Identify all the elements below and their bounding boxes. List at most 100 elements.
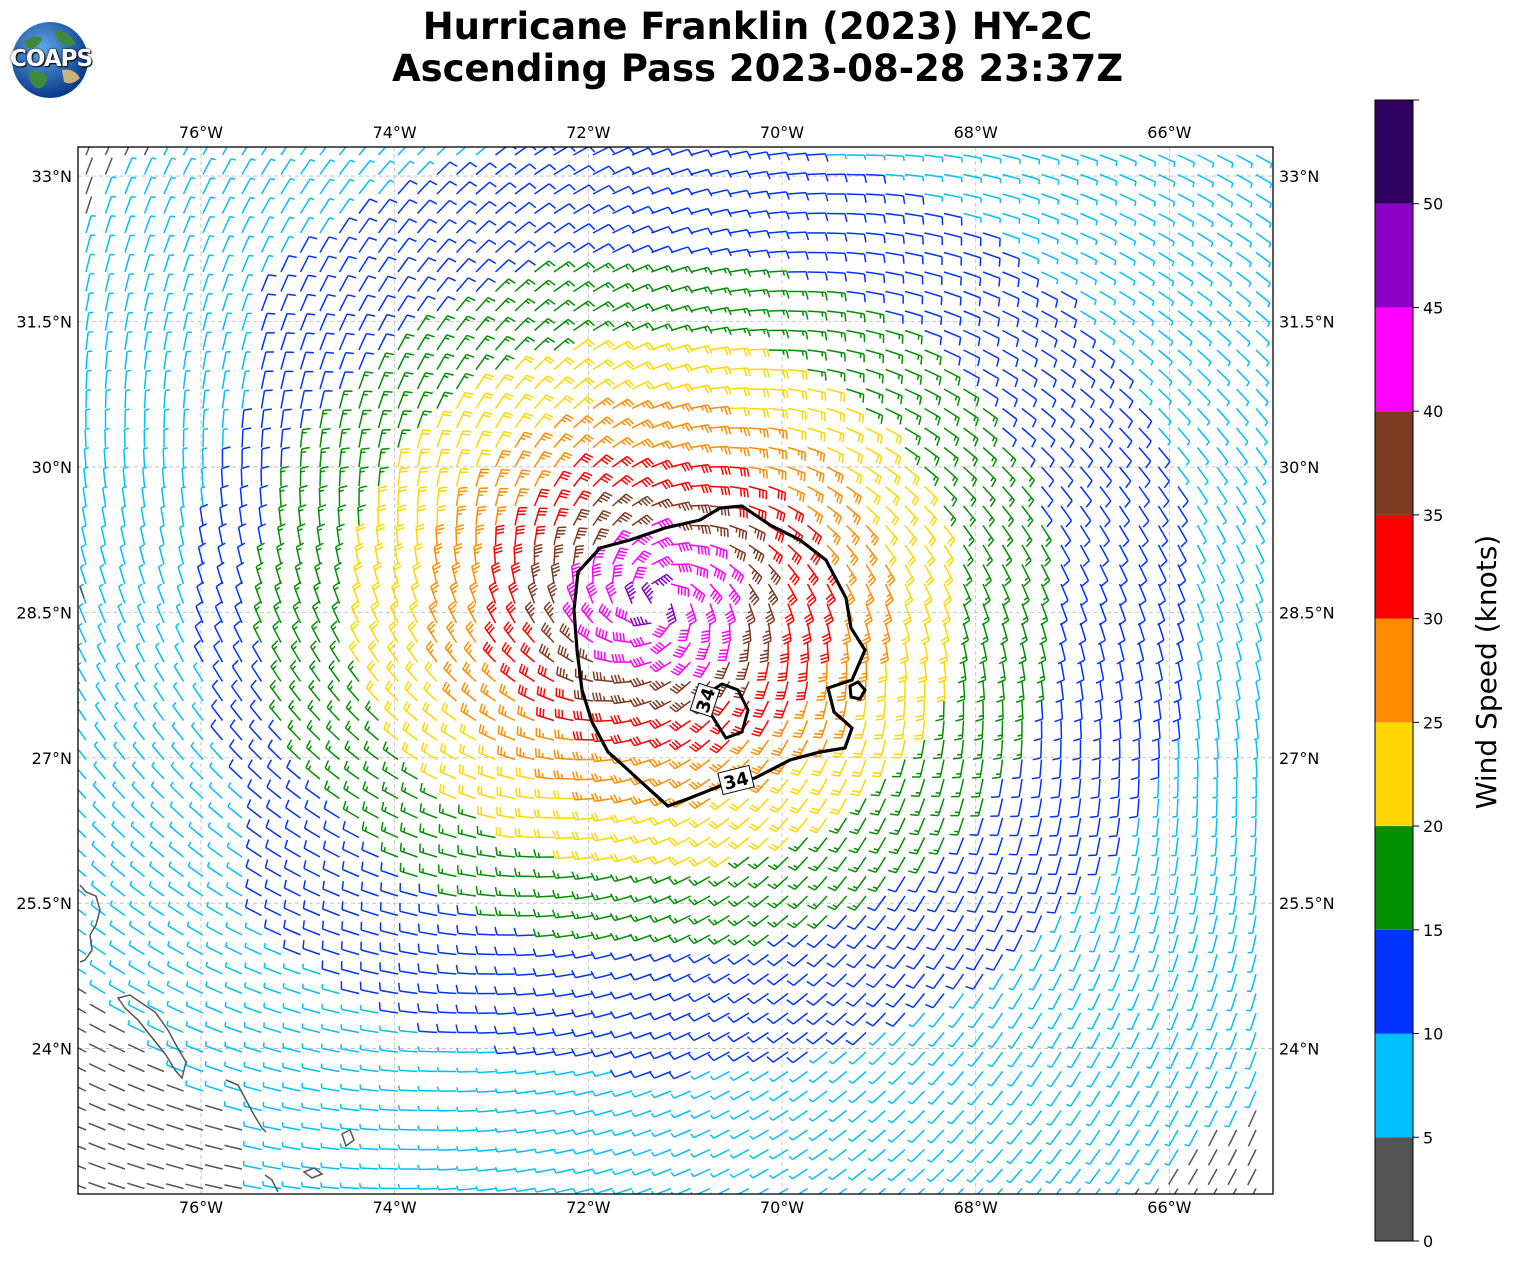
wind-barb xyxy=(358,313,376,331)
wind-barb xyxy=(534,298,556,312)
wind-barb xyxy=(1041,329,1058,348)
wind-barb xyxy=(182,196,196,214)
wind-barb xyxy=(826,153,847,160)
wind-barb xyxy=(553,241,576,254)
wind-barb xyxy=(592,204,615,215)
wind-barb xyxy=(885,388,903,405)
wind-barb xyxy=(885,271,905,284)
wind-barb xyxy=(748,170,771,180)
wind-barb xyxy=(1099,251,1117,266)
wind-barb xyxy=(533,375,555,390)
wind-barb xyxy=(124,234,135,253)
wind-barb xyxy=(670,402,694,412)
wind-barb xyxy=(943,388,961,407)
wind-barb xyxy=(85,157,94,175)
wind-barb xyxy=(612,302,635,312)
wind-barb xyxy=(963,407,980,427)
wind-barb xyxy=(280,389,293,409)
wind-barb xyxy=(202,254,214,273)
wind-barb xyxy=(924,271,943,285)
wind-barb xyxy=(690,404,713,414)
wind-barb xyxy=(670,343,694,354)
wind-barb xyxy=(1021,349,1039,368)
wind-barb xyxy=(1119,368,1134,389)
wind-barb xyxy=(202,177,216,195)
wind-barb xyxy=(1236,329,1251,347)
wind-barb xyxy=(1255,408,1269,427)
wind-barb xyxy=(124,253,135,273)
wind-barb xyxy=(85,253,95,273)
wind-barb xyxy=(631,361,655,371)
wind-barb xyxy=(865,173,887,184)
wind-barb xyxy=(709,405,732,415)
wind-barb xyxy=(85,273,95,292)
wind-barb xyxy=(319,274,337,292)
wind-barb xyxy=(377,371,394,390)
colorbar-bin xyxy=(1375,100,1413,204)
colorbar-tick-label: 35 xyxy=(1423,506,1443,525)
wind-barb xyxy=(534,147,557,156)
wind-barb xyxy=(826,212,848,222)
wind-barb xyxy=(1138,329,1155,346)
wind-barb xyxy=(1216,290,1232,307)
wind-barb xyxy=(612,321,635,332)
wind-barb xyxy=(358,294,376,312)
wind-barb xyxy=(826,193,848,203)
wind-barb xyxy=(1021,173,1041,185)
wind-barb xyxy=(1021,290,1039,308)
wind-barb xyxy=(846,212,867,223)
wind-barb xyxy=(846,251,867,263)
wind-barb xyxy=(826,232,848,242)
wind-barb xyxy=(163,350,172,370)
wind-barb xyxy=(1138,251,1156,267)
wind-barb xyxy=(768,230,790,240)
wind-barb xyxy=(748,407,770,418)
lat-tick-label-right: 24°N xyxy=(1279,1040,1319,1059)
wind-barb xyxy=(1177,368,1192,387)
wind-barb xyxy=(768,407,789,419)
wind-barb xyxy=(514,221,537,234)
wind-barb xyxy=(982,407,999,427)
wind-barb xyxy=(885,349,904,364)
wind-barb xyxy=(787,329,809,340)
wind-barb xyxy=(807,349,828,361)
wind-barb xyxy=(1002,154,1021,164)
wind-barb xyxy=(143,331,153,351)
wind-barb xyxy=(1197,349,1212,367)
wind-barb xyxy=(221,235,235,253)
wind-barb xyxy=(1099,310,1116,326)
wind-barb xyxy=(475,316,496,331)
wind-barb xyxy=(182,312,193,331)
wind-barb xyxy=(553,183,576,195)
wind-barb xyxy=(143,350,152,370)
wind-barb xyxy=(534,318,556,332)
wind-barb xyxy=(592,281,615,293)
lon-tick-label-top: 70°W xyxy=(760,123,804,142)
wind-barb xyxy=(826,329,847,342)
wind-barb xyxy=(885,193,906,205)
wind-barb xyxy=(1080,388,1095,409)
graticule xyxy=(78,147,1273,1194)
wind-barb xyxy=(1041,154,1060,165)
wind-barb xyxy=(748,289,771,298)
wind-barb xyxy=(982,193,1002,204)
wind-barb xyxy=(241,196,255,214)
wind-barb xyxy=(358,147,367,156)
wind-barb xyxy=(612,398,635,410)
wind-barb xyxy=(221,215,235,234)
wind-barb xyxy=(358,371,374,390)
wind-barb xyxy=(865,388,884,404)
wind-barb xyxy=(241,235,255,253)
wind-barb xyxy=(377,147,387,156)
lon-tick-label-bottom: 72°W xyxy=(566,1198,610,1217)
wind-barb xyxy=(748,368,770,378)
wind-barb xyxy=(1255,173,1273,189)
wind-barb xyxy=(1255,251,1272,268)
wind-barb xyxy=(553,203,576,215)
lat-tick-label-right: 30°N xyxy=(1279,458,1319,477)
wind-barb xyxy=(1196,388,1211,407)
wind-barb xyxy=(124,388,131,409)
wind-barb xyxy=(1099,329,1116,346)
wind-barb xyxy=(807,212,829,222)
wind-barb xyxy=(1236,310,1251,327)
